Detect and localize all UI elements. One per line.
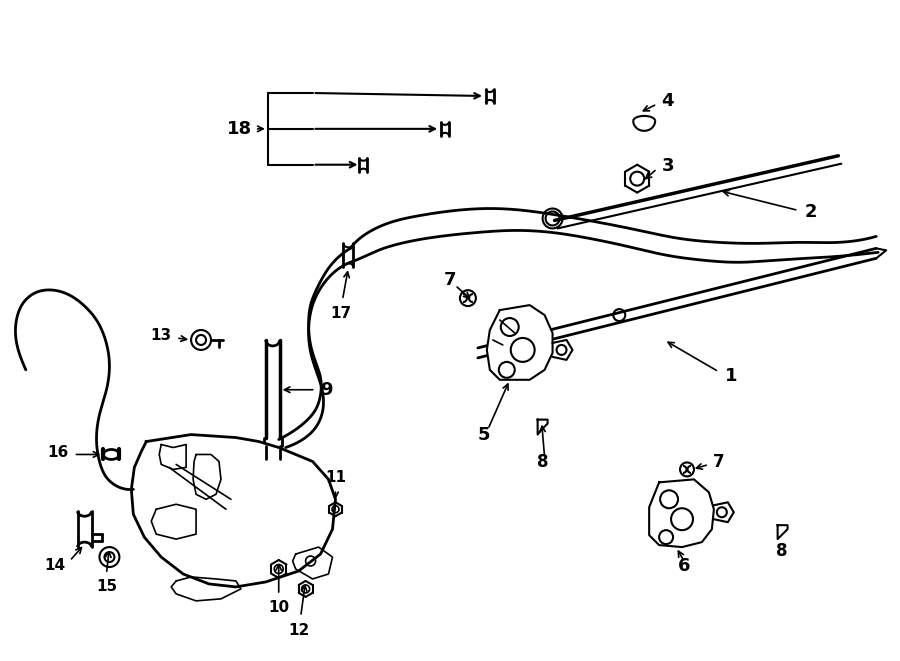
Text: 10: 10 <box>268 600 289 615</box>
Text: 8: 8 <box>776 542 788 560</box>
Text: 14: 14 <box>44 557 66 572</box>
Polygon shape <box>553 340 572 360</box>
Text: 6: 6 <box>678 557 690 575</box>
Polygon shape <box>131 434 336 587</box>
Polygon shape <box>537 420 547 434</box>
Text: 13: 13 <box>150 329 171 344</box>
Text: 11: 11 <box>325 471 346 485</box>
Text: 5: 5 <box>478 426 491 444</box>
Text: 16: 16 <box>48 445 68 460</box>
Text: 3: 3 <box>662 157 675 175</box>
Polygon shape <box>487 305 553 380</box>
Text: 17: 17 <box>330 306 351 321</box>
Text: 7: 7 <box>444 271 456 290</box>
Text: 12: 12 <box>288 623 310 638</box>
Text: 18: 18 <box>227 120 252 138</box>
Text: 8: 8 <box>537 453 548 471</box>
Polygon shape <box>649 479 714 547</box>
Text: 15: 15 <box>96 579 117 594</box>
Text: 9: 9 <box>320 381 333 399</box>
Text: 7: 7 <box>713 453 725 471</box>
Text: 4: 4 <box>662 92 673 110</box>
Text: 2: 2 <box>805 204 817 221</box>
Text: 1: 1 <box>724 367 737 385</box>
Polygon shape <box>714 502 734 522</box>
Polygon shape <box>778 525 788 539</box>
